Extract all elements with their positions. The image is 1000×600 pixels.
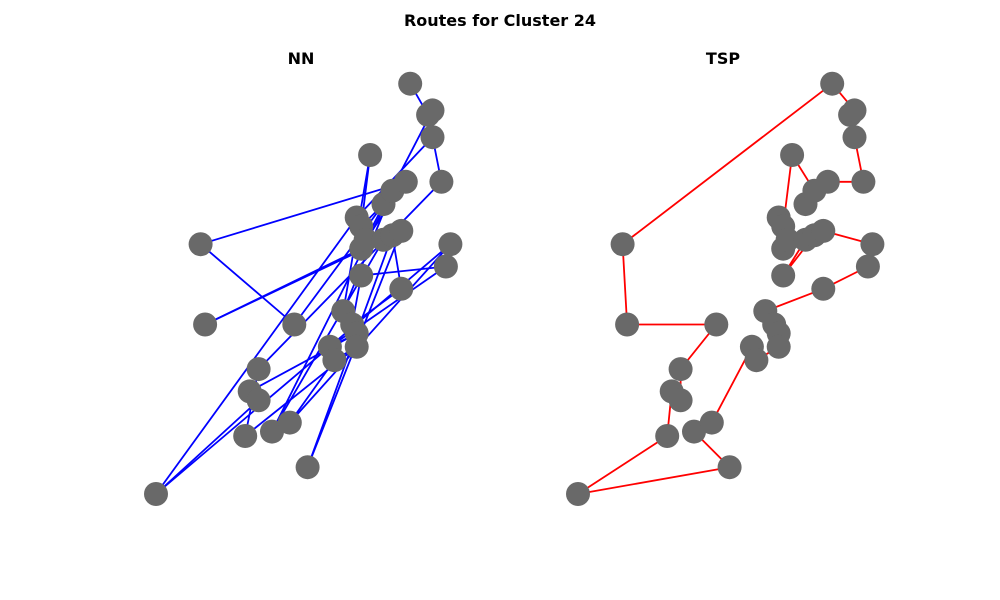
nn-route-edge-31 (199, 180, 407, 246)
tsp-node-5 (668, 388, 693, 413)
nn-node-3 (233, 424, 258, 448)
tsp-node-12 (744, 348, 769, 373)
tsp-panel-title: TSP (706, 49, 740, 68)
nn-route-edge-36 (155, 216, 358, 495)
tsp-node-0 (566, 482, 590, 506)
nn-node-9 (282, 312, 307, 337)
tsp-node-10 (717, 455, 742, 480)
tsp-route-edge-7 (621, 82, 834, 246)
tsp-node-33 (842, 98, 867, 123)
nn-node-30 (398, 71, 423, 96)
nn-node-0 (144, 482, 168, 506)
tsp-route-edge-0 (577, 435, 669, 495)
nn-route-edge-30 (199, 243, 296, 326)
tsp-node-27 (811, 218, 836, 243)
tsp-node-22 (780, 143, 805, 167)
nn-node-10 (295, 455, 320, 480)
tsp-node-29 (815, 169, 840, 194)
nn-node-33 (420, 98, 445, 123)
tsp-node-8 (699, 410, 724, 435)
tsp-node-3 (655, 424, 680, 448)
nn-node-12 (322, 348, 347, 373)
tsp-route-nodes (566, 71, 885, 506)
nn-node-21 (353, 227, 378, 252)
nn-node-1 (188, 232, 213, 257)
nn-node-34 (429, 169, 454, 194)
nn-node-32 (420, 125, 445, 150)
nn-node-22 (358, 143, 383, 167)
nn-panel: NN (144, 49, 463, 506)
nn-node-36 (438, 232, 463, 257)
nn-node-5 (246, 388, 271, 413)
nn-route-nodes (144, 71, 463, 506)
nn-node-2 (193, 312, 218, 337)
nn-node-28 (389, 276, 414, 301)
tsp-node-34 (851, 169, 876, 194)
tsp-node-1 (610, 232, 635, 257)
nn-node-6 (246, 357, 271, 382)
nn-panel-title: NN (288, 49, 315, 68)
tsp-panel: TSP (566, 49, 885, 506)
nn-node-35 (433, 254, 458, 279)
tsp-node-36 (860, 232, 885, 257)
nn-node-16 (344, 334, 369, 359)
nn-route-edge-35 (355, 136, 434, 219)
tsp-node-21 (775, 227, 800, 252)
tsp-node-20 (771, 263, 796, 288)
nn-node-7 (260, 419, 284, 444)
tsp-node-9 (704, 312, 729, 337)
nn-route-edge-7 (288, 243, 452, 424)
tsp-node-7 (682, 419, 706, 444)
nn-node-20 (349, 263, 374, 288)
nn-route-edge-6 (288, 359, 336, 424)
figure-title: Routes for Cluster 24 (404, 11, 596, 30)
nn-node-8 (277, 410, 302, 435)
nn-route-edge-9 (155, 399, 260, 495)
nn-route-edge-14 (360, 265, 447, 277)
tsp-node-16 (766, 334, 791, 359)
tsp-node-28 (811, 276, 836, 301)
tsp-route-edge-6 (621, 243, 628, 326)
nn-node-27 (389, 218, 414, 243)
tsp-node-6 (668, 357, 693, 382)
tsp-node-35 (855, 254, 880, 279)
tsp-node-30 (820, 71, 845, 96)
tsp-route-edge-35 (577, 466, 731, 495)
tsp-node-32 (842, 125, 867, 150)
nn-node-29 (393, 169, 418, 194)
tsp-node-2 (615, 312, 640, 337)
